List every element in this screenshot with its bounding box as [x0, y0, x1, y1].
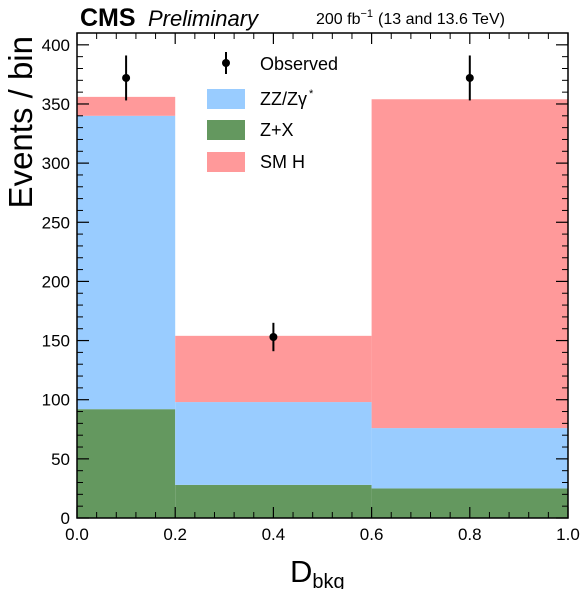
bar-zz-z--bin-1	[175, 402, 372, 485]
y-tick-label: 50	[51, 450, 70, 469]
observed-point	[269, 333, 278, 342]
bar-zz-z--bin-2	[371, 428, 568, 489]
x-tick-label: 0.2	[163, 525, 187, 544]
x-tick-label: 0.4	[262, 525, 286, 544]
y-tick-label: 200	[42, 272, 70, 291]
y-tick-label: 250	[42, 213, 70, 232]
x-axis-title: Dbkg	[290, 554, 345, 589]
y-tick-label: 400	[42, 36, 70, 55]
y-tick-label: 350	[42, 95, 70, 114]
experiment-label: CMS	[80, 4, 136, 32]
axis-ticks: 0.0 0.2 0.4 0.6 0.8 1.0 0 50 100 150 200 250 300 350 4…	[42, 32, 580, 544]
y-tick-label: 100	[42, 391, 70, 410]
legend-zz-label: ZZ/Zγ *	[260, 88, 314, 109]
observed-point	[122, 73, 131, 82]
legend-observed-marker	[222, 52, 230, 74]
legend: Observed ZZ/Zγ * Z+X SM H	[207, 52, 338, 172]
legend-zx-swatch	[207, 120, 245, 140]
x-tick-label: 0.0	[65, 525, 89, 544]
stacked-bars	[77, 96, 568, 518]
legend-zx-label: Z+X	[260, 120, 294, 140]
y-tick-label: 0	[61, 509, 70, 528]
bar-sm-h-bin-0	[77, 96, 176, 116]
bar-z-x-bin-0	[77, 409, 176, 518]
bar-zz-z--bin-0	[77, 115, 176, 410]
y-tick-label: 150	[42, 332, 70, 351]
plot-frame	[76, 32, 569, 519]
lumi-label: 200 fb−1 (13 and 13.6 TeV)	[316, 8, 505, 28]
bar-sm-h-bin-2	[371, 99, 568, 429]
legend-observed-label: Observed	[260, 54, 338, 74]
legend-zz-swatch	[207, 89, 245, 109]
x-tick-label: 0.8	[458, 525, 482, 544]
legend-smh-swatch	[207, 152, 245, 172]
x-tick-label: 0.6	[360, 525, 384, 544]
legend-smh-label: SM H	[260, 152, 305, 172]
x-tick-label: 1.0	[556, 525, 580, 544]
observed-point	[465, 73, 474, 82]
observed-points	[122, 55, 474, 352]
status-label: Preliminary	[148, 6, 260, 31]
y-tick-label: 300	[42, 154, 70, 173]
y-axis-title: Events / bin	[2, 36, 39, 208]
